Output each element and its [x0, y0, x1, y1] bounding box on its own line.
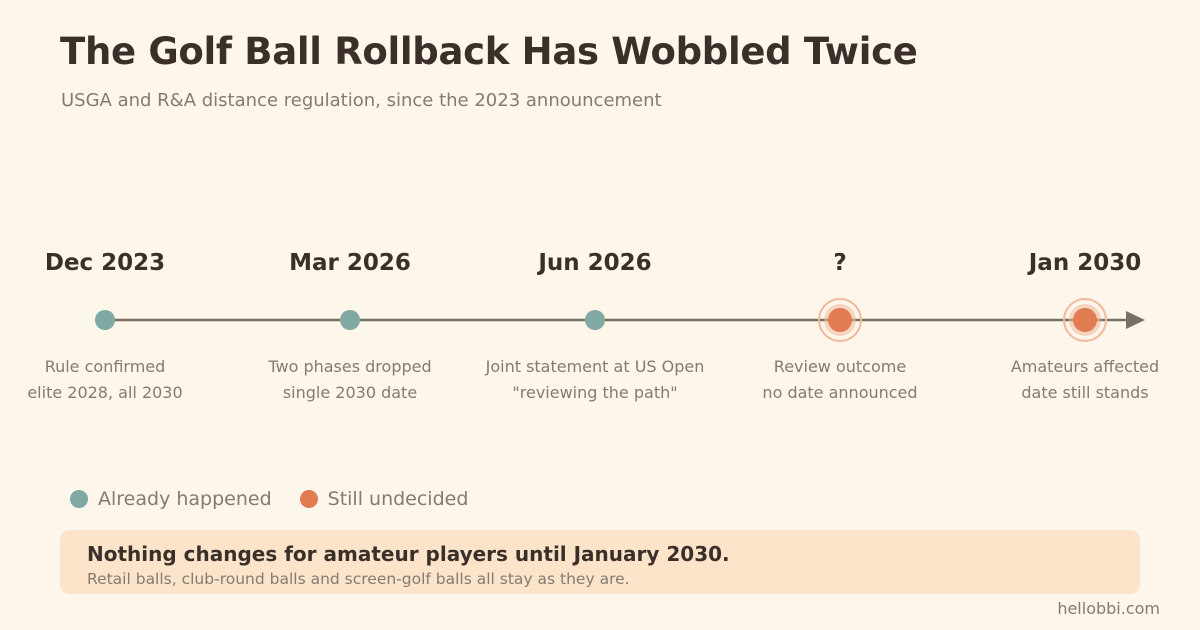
event-desc-line-2: "reviewing the path"	[512, 383, 678, 402]
legend-label-happened: Already happened	[98, 488, 272, 510]
event-desc-line-2: date still stands	[1021, 383, 1149, 402]
event-marker-happened	[585, 310, 605, 330]
event-date-unknown: ?	[833, 250, 847, 276]
event-description-jun-2026: Joint statement at US Open "reviewing th…	[465, 354, 725, 406]
undecided-swatch-icon	[299, 490, 318, 508]
callout-box: Nothing changes for amateur players unti…	[60, 530, 1140, 594]
callout-headline: Nothing changes for amateur players unti…	[87, 542, 730, 566]
event-description-mar-2026: Two phases dropped single 2030 date	[220, 354, 480, 406]
source-credit: hellobbi.com	[1057, 599, 1160, 618]
event-desc-line-1: Joint statement at US Open	[485, 357, 705, 376]
callout-body: Retail balls, club-round balls and scree…	[87, 570, 630, 588]
event-description-dec-2023: Rule confirmed elite 2028, all 2030	[0, 354, 235, 406]
event-description-jan-2030: Amateurs affected date still stands	[955, 354, 1200, 406]
event-desc-line-1: Rule confirmed	[44, 357, 166, 376]
event-date-jun-2026: Jun 2026	[538, 250, 652, 276]
event-date-jan-2030: Jan 2030	[1028, 250, 1142, 276]
legend-label-undecided: Still undecided	[327, 488, 469, 510]
timeline-arrowhead	[1126, 311, 1145, 329]
event-marker-happened	[95, 310, 115, 330]
legend-item-undecided: Still undecided	[299, 488, 469, 510]
page-subtitle: USGA and R&A distance regulation, since …	[61, 90, 662, 111]
event-marker-undecided	[1073, 308, 1097, 332]
page-title: The Golf Ball Rollback Has Wobbled Twice	[60, 30, 918, 73]
event-desc-line-2: no date announced	[762, 383, 918, 402]
event-desc-line-1: Review outcome	[773, 357, 907, 376]
legend: Already happened Still undecided	[70, 488, 496, 510]
event-date-dec-2023: Dec 2023	[44, 250, 166, 276]
event-date-mar-2026: Mar 2026	[289, 250, 411, 276]
event-marker-undecided	[828, 308, 852, 332]
happened-swatch-icon	[70, 490, 88, 508]
event-description-unknown: Review outcome no date announced	[710, 354, 970, 406]
event-desc-line-1: Two phases dropped	[268, 357, 432, 376]
legend-item-happened: Already happened	[70, 488, 272, 510]
event-desc-line-2: elite 2028, all 2030	[27, 383, 183, 402]
undecided-ring-icon	[1063, 298, 1107, 342]
event-marker-happened	[340, 310, 360, 330]
event-desc-line-1: Amateurs affected	[1010, 357, 1160, 376]
event-desc-line-2: single 2030 date	[282, 383, 418, 402]
undecided-ring-icon	[818, 298, 862, 342]
